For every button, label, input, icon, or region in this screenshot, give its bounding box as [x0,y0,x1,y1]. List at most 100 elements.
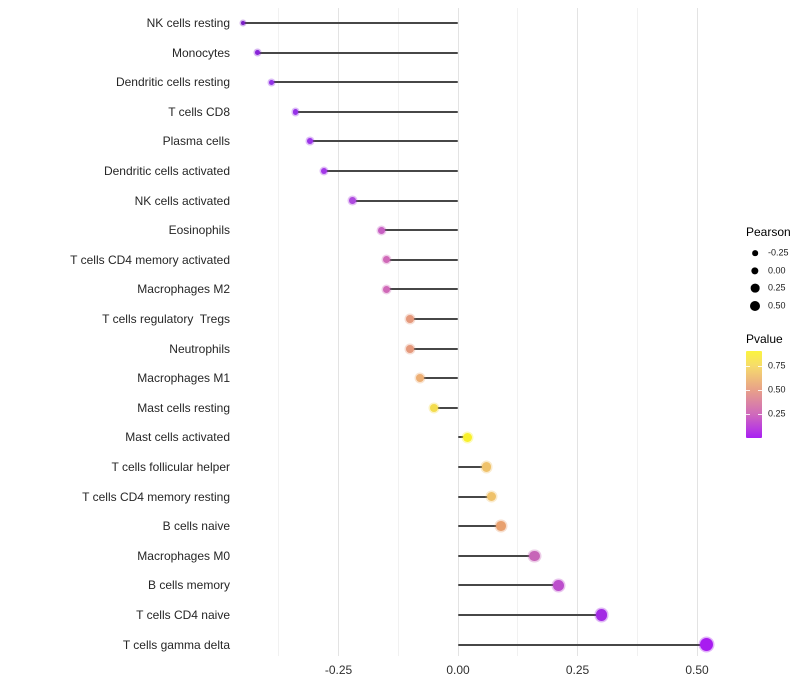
data-point [595,609,608,621]
stem-line [434,406,458,409]
data-point [463,432,473,442]
data-point [406,315,415,323]
y-axis-label: NK cells activated [134,193,230,208]
y-axis-label: Mast cells activated [125,430,230,445]
y-axis-label: B cells naive [162,519,230,534]
data-point [306,138,313,145]
colorbar-tick [746,414,750,416]
data-point [406,344,415,353]
x-axis-tick-label: -0.25 [324,663,353,677]
stem-line [386,288,458,291]
colorbar-tick [758,414,762,416]
y-axis-label: T cells CD4 memory activated [70,252,230,267]
y-axis-label: Eosinophils [168,223,230,238]
data-point [699,637,714,652]
y-axis-label: Macrophages M0 [137,548,230,563]
legend-size-dot [751,267,759,275]
legend-size-label: 0.00 [768,265,786,276]
stem-line [257,51,458,54]
legend-size-label: 0.50 [768,300,786,310]
data-point [269,79,275,85]
x-axis-tick-label: 0.00 [446,663,470,677]
stem-line [410,347,458,350]
stem-line [410,318,458,320]
y-axis-label: Neutrophils [169,341,230,356]
y-axis-label: Monocytes [171,45,230,60]
x-axis-tick-label: 0.25 [565,663,590,677]
data-point [529,550,540,561]
stem-line [381,229,458,232]
stem-line [458,584,559,587]
y-axis-label: T cells follicular helper [111,460,231,474]
data-point [382,256,390,264]
data-point [349,197,357,204]
stem-line [458,466,487,468]
stem-line [419,377,458,380]
y-axis-label: T cells gamma delta [122,637,230,652]
stem-line [352,199,458,202]
colorbar-tick [758,365,762,367]
colorbar-tick [758,389,762,391]
colorbar-tick-label: 0.25 [768,408,786,419]
stem-line [458,436,468,439]
stem-line [295,110,458,113]
x-axis-tick-label: 0.50 [685,663,709,677]
data-point [486,491,497,502]
data-point [552,579,564,591]
stem-line [242,22,458,24]
stem-line [458,643,707,646]
gridline-x-0.375 [636,8,638,656]
colorbar-tick-label: 0.50 [768,384,786,395]
data-point [377,226,386,234]
stem-line [324,170,458,172]
y-axis-label: NK cells resting [146,16,230,30]
y-axis-label: T cells regulatory Tregs [102,312,230,326]
plot-panel [237,8,723,656]
y-axis-label: Plasma cells [162,134,230,149]
data-point [496,521,506,532]
stem-line [458,495,492,498]
y-axis-label: Macrophages M1 [137,371,230,386]
gridline-x--0.375 [278,8,280,656]
data-point [254,50,260,55]
colorbar-tick [746,389,750,391]
data-point [321,167,328,175]
gridline-x--0.125 [397,8,399,656]
y-axis-label: T cells CD4 naive [136,608,230,622]
legend-pearson-title: Pearson [746,225,791,239]
y-axis-label: Mast cells resting [137,400,230,415]
y-axis-label: Macrophages M2 [137,282,230,297]
pvalue-gradient-bar [746,351,762,438]
colorbar-tick [746,365,750,367]
legend-size-label: 0.25 [768,282,786,293]
legend-pvalue-title: Pvalue [746,332,783,346]
stem-line [458,554,535,557]
legend-size-label: -0.25 [768,247,789,258]
gridline-x--0.25 [338,8,339,656]
y-axis-label: Dendritic cells activated [103,164,230,178]
stem-line [458,525,502,528]
gridline-x-0.125 [517,8,519,656]
data-point [481,462,492,472]
gridline-x-0.25 [577,8,578,656]
y-axis-label: Dendritic cells resting [115,75,230,90]
legend-size-dot [750,283,760,293]
y-axis-label: T cells CD4 memory resting [82,489,230,504]
legend-size-dot [750,300,760,311]
y-axis-label: T cells CD8 [168,104,230,119]
data-point [415,374,424,383]
legend-size-dot [752,250,758,257]
stem-line [309,140,458,143]
gridline-x-0.5 [696,8,698,656]
data-point [240,20,246,26]
data-point [382,285,390,294]
stem-line [458,614,602,616]
data-point [292,109,299,115]
gridline-x-0 [457,8,459,656]
y-axis-label: B cells memory [147,578,230,593]
colorbar-tick-label: 0.75 [768,360,786,371]
stem-line [271,81,458,84]
stem-line [386,258,458,261]
data-point [429,403,439,412]
